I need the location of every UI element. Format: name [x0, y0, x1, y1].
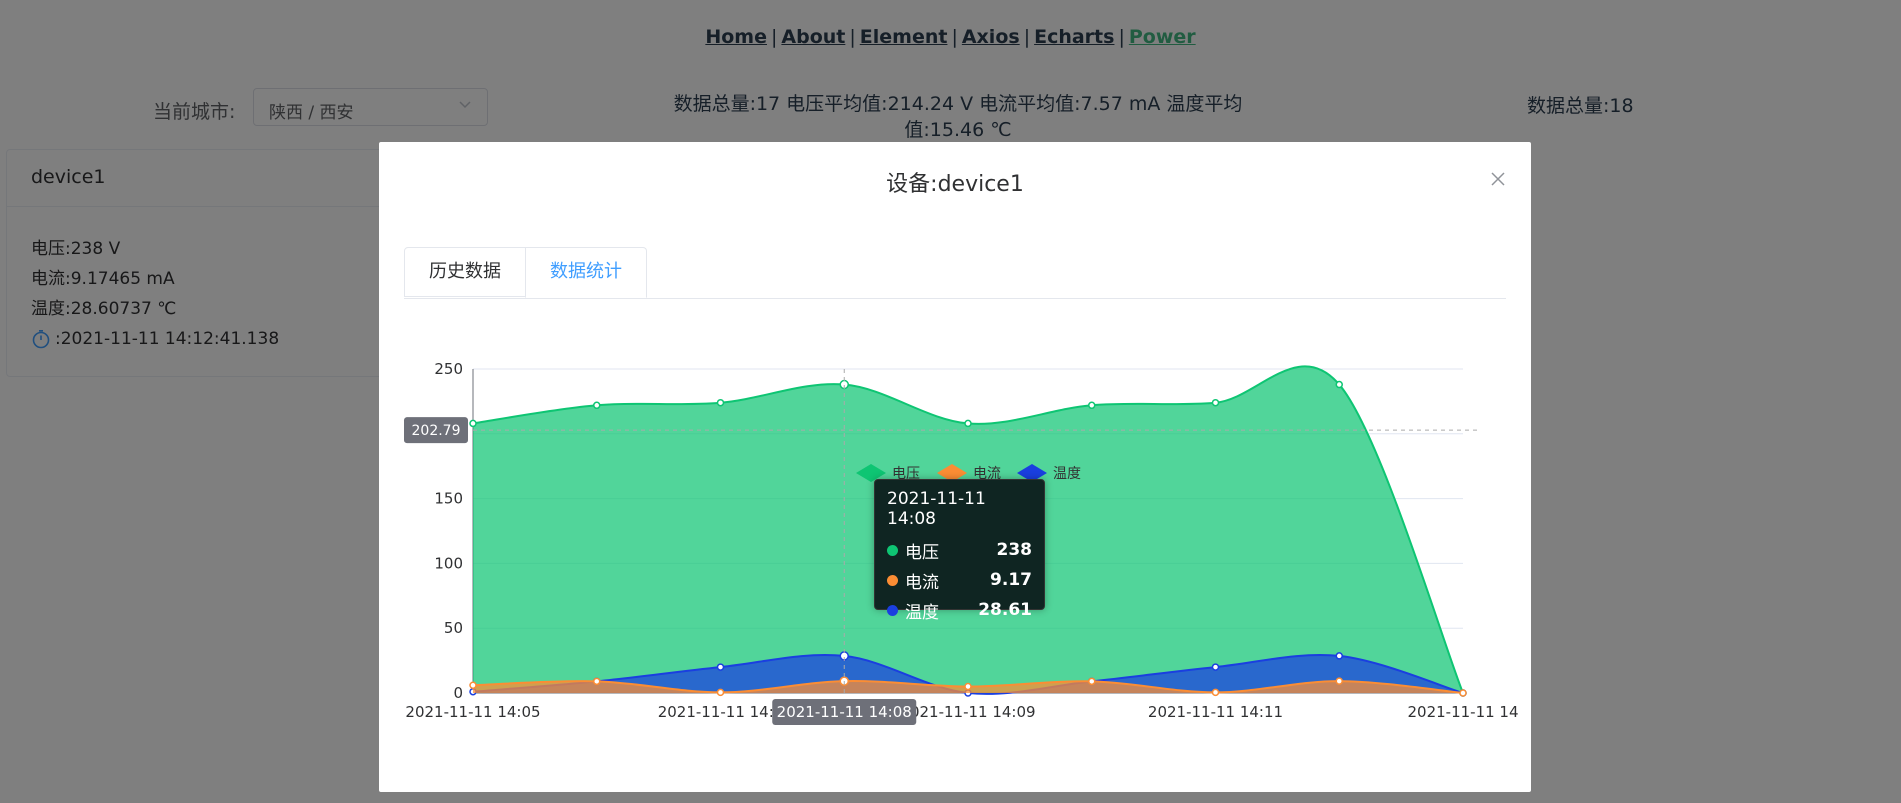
data-point [1335, 677, 1343, 685]
data-point [1211, 688, 1220, 697]
x-tick-label: 2021-11-11 14:09 [900, 703, 1035, 721]
y-tick-label: 0 [453, 684, 463, 702]
data-point [1088, 401, 1096, 410]
tooltip-series-value: 9.17 [990, 570, 1032, 590]
data-point [469, 681, 477, 689]
data-point [964, 682, 972, 691]
tab-history[interactable]: 历史数据 [404, 247, 526, 297]
data-point [1088, 677, 1096, 686]
legend-dot [887, 574, 898, 586]
tooltip-series-name: 温度 [905, 602, 939, 623]
tooltip-series-name: 电流 [905, 572, 939, 593]
legend-dot [887, 544, 898, 556]
legend-marker [937, 464, 967, 482]
tooltip-series-value: 28.61 [978, 600, 1032, 620]
tooltip-time: 2021-11-11 14:08 [887, 489, 986, 529]
tab-statistics[interactable]: 数据统计 [525, 247, 647, 298]
tooltip-row-temperature: 温度 28.61 [887, 595, 1032, 625]
x-tick-label: 2021-11-11 14 [1407, 703, 1518, 721]
dialog-tabs: 历史数据 数据统计 [404, 247, 1506, 299]
y-tick-label: 50 [444, 619, 463, 637]
axis-pointer-y-badge [404, 417, 468, 444]
tooltip-series-value: 238 [996, 540, 1033, 560]
series-area-温度 [473, 654, 1463, 694]
tooltip-series-name: 电压 [905, 542, 939, 563]
data-point [716, 398, 725, 407]
data-point [964, 419, 972, 428]
chart-tooltip: 2021-11-11 14:08 电压 238 电流 9.17 温度 28.61 [874, 479, 1045, 623]
x-tick-label: 2021-11-11 14:11 [1148, 703, 1283, 721]
data-point [716, 688, 725, 697]
data-point [1211, 663, 1220, 671]
legend-marker [1017, 464, 1047, 482]
data-point [593, 677, 601, 686]
y-tick-label: 250 [434, 360, 463, 378]
close-icon[interactable] [1490, 171, 1506, 187]
axis-pointer-x-badge [772, 699, 917, 725]
axis-pointer-y-label: 202.79 [412, 423, 461, 439]
data-point [1335, 380, 1343, 389]
y-tick-label: 100 [434, 554, 463, 572]
legend-dot [887, 604, 898, 616]
dialog-title: 设备:device1 [886, 172, 1024, 197]
data-point [1211, 398, 1220, 407]
y-tick-label: 150 [434, 490, 463, 508]
x-tick-label: 2021-11-11 14:05 [405, 703, 540, 721]
legend-marker [856, 464, 886, 482]
axis-pointer-x-label: 2021-11-11 14:08 [777, 703, 912, 721]
tooltip-row-voltage: 电压 238 [887, 535, 1032, 565]
data-point [716, 663, 725, 671]
tooltip-row-current: 电流 9.17 [887, 565, 1032, 595]
data-point [593, 401, 601, 410]
data-point [1335, 652, 1343, 660]
x-tick-label: 2021-11-11 14:0 [658, 703, 784, 721]
legend-label: 电流 [973, 466, 1001, 482]
legend-label: 电压 [892, 466, 920, 482]
device-dialog: 设备:device1 历史数据 数据统计 050100150200250202.… [379, 142, 1531, 792]
legend-label: 温度 [1053, 466, 1081, 482]
data-point [1459, 689, 1467, 697]
data-point [469, 419, 477, 428]
